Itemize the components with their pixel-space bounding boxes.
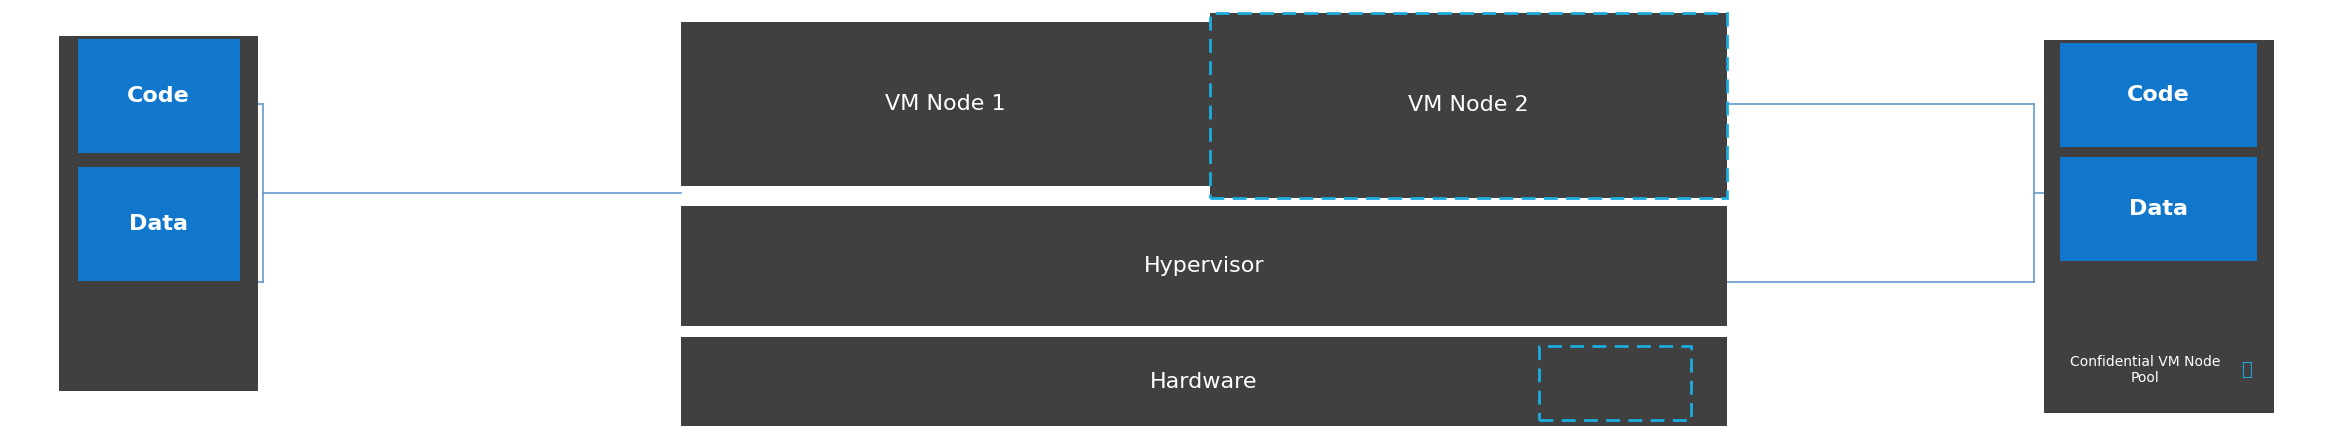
Text: Data: Data xyxy=(2128,199,2189,219)
Bar xyxy=(681,337,1727,426)
Bar xyxy=(2044,40,2274,413)
Bar xyxy=(2060,157,2257,261)
Text: VM Node 2: VM Node 2 xyxy=(1407,95,1529,115)
Bar xyxy=(1539,346,1691,420)
Bar xyxy=(681,22,1210,186)
Text: Hypervisor: Hypervisor xyxy=(1144,256,1264,277)
Text: 🔒: 🔒 xyxy=(2241,361,2253,379)
Text: VM Node 1: VM Node 1 xyxy=(886,94,1005,115)
Bar xyxy=(78,167,240,281)
Bar xyxy=(2060,43,2257,147)
Text: Code: Code xyxy=(127,86,190,106)
Bar xyxy=(78,39,240,153)
Text: Code: Code xyxy=(2128,85,2189,105)
Text: Confidential VM Node
Pool: Confidential VM Node Pool xyxy=(2069,355,2220,385)
Bar xyxy=(681,206,1727,326)
Bar xyxy=(59,36,258,391)
Bar xyxy=(1210,13,1727,198)
Text: Hardware: Hardware xyxy=(1151,372,1257,392)
Bar xyxy=(1210,13,1727,198)
Text: Data: Data xyxy=(129,214,188,234)
